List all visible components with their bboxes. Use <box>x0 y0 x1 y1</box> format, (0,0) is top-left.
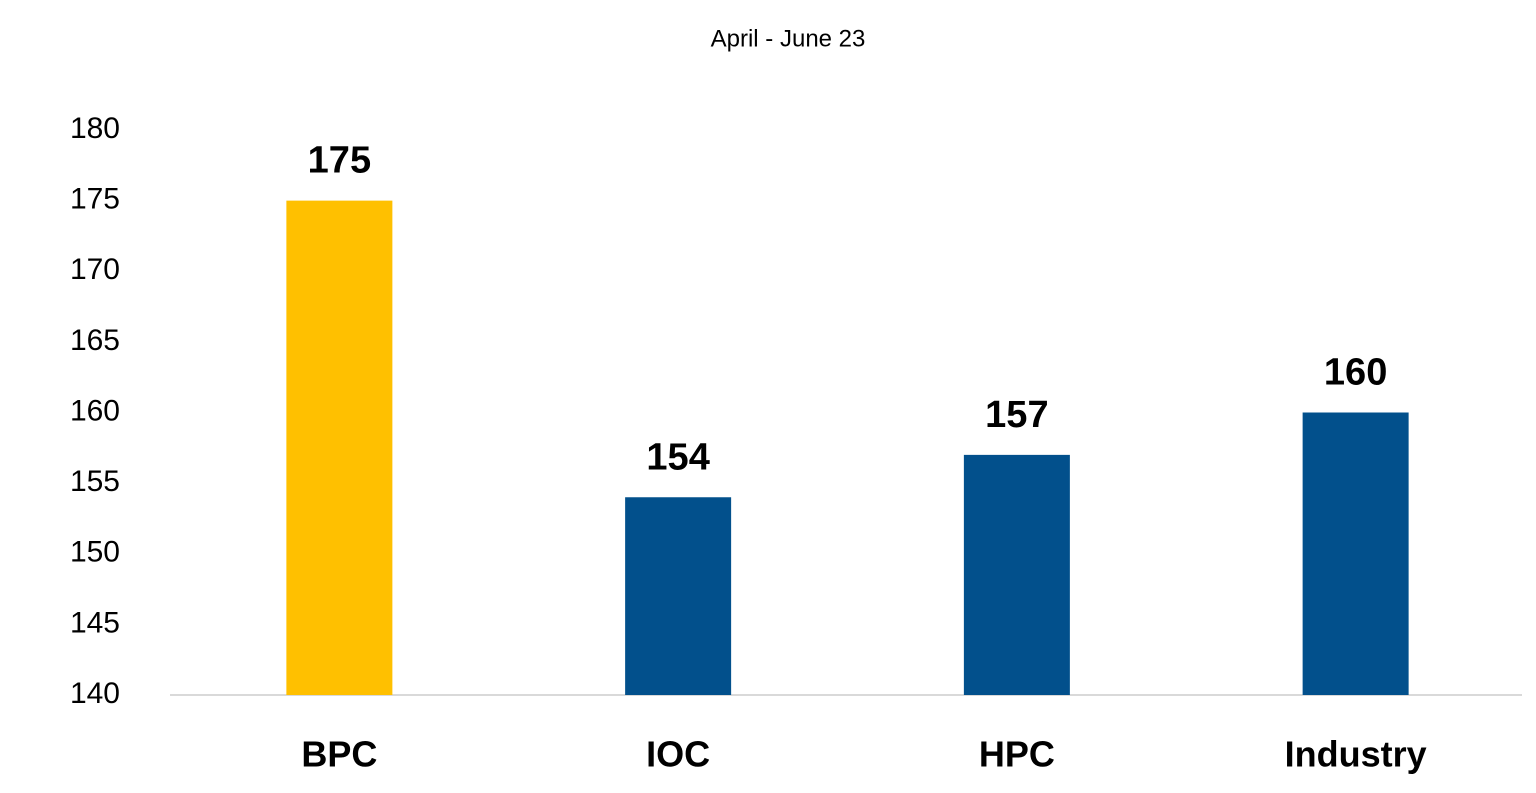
chart-title: April - June 23 <box>711 25 866 52</box>
y-tick-label: 145 <box>70 606 120 639</box>
x-tick-label: IOC <box>646 734 710 775</box>
bar <box>625 497 732 695</box>
y-tick-label: 140 <box>70 677 120 710</box>
data-label: 160 <box>1324 352 1387 394</box>
x-tick-label: BPC <box>301 734 377 775</box>
bar <box>963 454 1070 695</box>
x-tick-label: Industry <box>1285 734 1427 775</box>
data-label: 154 <box>646 436 709 478</box>
data-label: 157 <box>985 394 1048 436</box>
y-tick-label: 165 <box>70 324 120 357</box>
y-tick-label: 175 <box>70 183 120 216</box>
data-label: 175 <box>308 140 371 182</box>
x-tick-label: HPC <box>979 734 1055 775</box>
y-tick-label: 180 <box>70 112 120 145</box>
y-tick-label: 150 <box>70 536 120 569</box>
y-tick-label: 155 <box>70 465 120 498</box>
y-tick-label: 170 <box>70 253 120 286</box>
bar <box>1302 412 1409 695</box>
y-tick-label: 160 <box>70 394 120 427</box>
bar <box>286 200 393 695</box>
